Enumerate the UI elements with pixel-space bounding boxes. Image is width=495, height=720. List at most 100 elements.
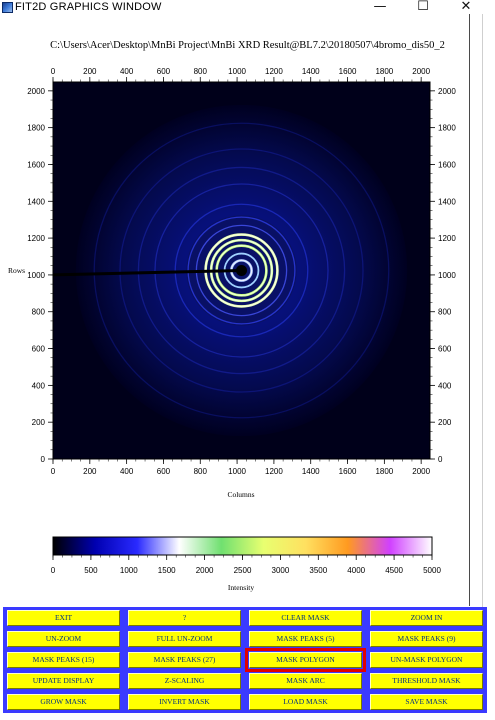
y-tick-label-right: 0	[438, 455, 443, 464]
y-tick-label: 600	[32, 345, 46, 354]
y-tick-label-right: 1200	[438, 234, 456, 243]
x-tick-label-top: 1000	[228, 67, 246, 76]
x-tick-label: 1000	[228, 467, 246, 476]
x-tick-label-top: 1400	[302, 67, 320, 76]
x-tick-label-top: 1600	[339, 67, 357, 76]
colorbar-tick-label: 4500	[385, 566, 403, 575]
x-tick-label: 2000	[412, 467, 430, 476]
y-tick-label-right: 400	[438, 381, 452, 390]
window-edge-outer	[482, 14, 483, 706]
x-tick-label-top: 200	[83, 67, 97, 76]
full-un-zoom-button[interactable]: FULL UN-ZOOM	[128, 631, 241, 647]
colorbar-tick-label: 2500	[234, 566, 252, 575]
x-tick-label: 1400	[302, 467, 320, 476]
diffraction-ring	[137, 166, 346, 375]
load-mask-button[interactable]: LOAD MASK	[249, 694, 362, 710]
update-display-button[interactable]: UPDATE DISPLAY	[7, 673, 120, 689]
y-tick-label: 0	[41, 455, 46, 464]
x-tick-label-top: 2000	[412, 67, 430, 76]
y-tick-label-right: 1600	[438, 160, 456, 169]
minimize-button[interactable]: —	[373, 0, 387, 14]
x-tick-label-top: 400	[120, 67, 134, 76]
colorbar-tick-label: 3000	[272, 566, 290, 575]
x-tick-label: 200	[83, 467, 97, 476]
diffraction-image-plot[interactable]: 0020020040040060060080080010001000120012…	[0, 60, 470, 510]
window-title: FIT2D GRAPHICS WINDOW	[15, 1, 162, 13]
y-tick-label-right: 600	[438, 345, 452, 354]
y-tick-label-right: 1400	[438, 197, 456, 206]
y-tick-label: 1000	[27, 271, 45, 280]
mask-peaks-15-button[interactable]: MASK PEAKS (15)	[7, 652, 120, 668]
y-tick-label: 1600	[27, 160, 45, 169]
x-tick-label: 1600	[339, 467, 357, 476]
z-scaling-button[interactable]: Z-SCALING	[128, 673, 241, 689]
x-tick-label-top: 1200	[265, 67, 283, 76]
x-tick-label: 1800	[375, 467, 393, 476]
grow-mask-button[interactable]: GROW MASK	[7, 694, 120, 710]
diffraction-ring	[93, 122, 390, 419]
y-tick-label-right: 1000	[438, 271, 456, 280]
y-axis-title: Rows	[8, 266, 25, 275]
mask-peaks-5-button[interactable]: MASK PEAKS (5)	[249, 631, 362, 647]
window-edge	[469, 14, 470, 606]
window-title-bar: FIT2D GRAPHICS WINDOW — ☐ ✕	[0, 0, 495, 14]
command-button-panel: EXIT? CLEAR MASK ZOOM IN UN-ZOOM FULL UN-ZOO…	[3, 607, 487, 713]
x-tick-label: 800	[194, 467, 208, 476]
y-tick-label: 400	[32, 381, 46, 390]
x-tick-label-top: 600	[157, 67, 171, 76]
y-tick-label: 200	[32, 418, 46, 427]
mask-polygon-button[interactable]: MASK POLYGON	[245, 648, 366, 672]
y-tick-label-right: 800	[438, 308, 452, 317]
diffraction-ring	[154, 183, 329, 358]
maximize-button[interactable]: ☐	[417, 0, 429, 14]
detector-image	[53, 104, 408, 437]
mask-peaks-9-button[interactable]: MASK PEAKS (9)	[370, 631, 483, 647]
x-tick-label-top: 1800	[375, 67, 393, 76]
colorbar-tick-label: 2000	[196, 566, 214, 575]
beamstop	[235, 264, 248, 277]
x-tick-label-top: 800	[194, 67, 208, 76]
close-button[interactable]: ✕	[460, 0, 472, 14]
mask-peaks-27-button[interactable]: MASK PEAKS (27)	[128, 652, 241, 668]
x-tick-label-top: 0	[51, 67, 56, 76]
colorbar-tick-label: 3500	[309, 566, 327, 575]
diffraction-ring	[174, 203, 309, 338]
y-tick-label: 800	[32, 308, 46, 317]
mask-arc-button[interactable]: MASK ARC	[249, 673, 362, 689]
exit-button[interactable]: EXIT	[7, 610, 120, 626]
diffraction-ring	[119, 148, 364, 393]
y-tick-label-right: 2000	[438, 87, 456, 96]
file-path: C:\Users\Acer\Desktop\MnBi Project\MnBi …	[50, 40, 445, 51]
colorbar-tick-label: 0	[51, 566, 56, 575]
beamstop-arm	[53, 269, 242, 277]
colorbar-tick-label: 1500	[158, 566, 176, 575]
colorbar-axis: 0 500 1000 1500 2000 2500 3000 3500 4000 4500 5000	[51, 555, 441, 575]
y-tick-label-right: 200	[438, 418, 452, 427]
colorbar-tick-label: 1000	[120, 566, 138, 575]
plot-axes: 0020020040040060060080080010001000120012…	[27, 67, 456, 476]
save-mask-button[interactable]: SAVE MASK	[370, 694, 483, 710]
y-tick-label: 1400	[27, 197, 45, 206]
threshold-mask-button[interactable]: THRESHOLD MASK	[370, 673, 483, 689]
colorbar-tick-label: 4000	[347, 566, 365, 575]
colorbar-gradient	[52, 536, 433, 556]
y-tick-label: 1800	[27, 124, 45, 133]
help-button[interactable]: ?	[128, 610, 241, 626]
x-tick-label: 0	[51, 467, 56, 476]
x-tick-label: 1200	[265, 467, 283, 476]
colorbar-tick-label: 5000	[423, 566, 441, 575]
un-zoom-button[interactable]: UN-ZOOM	[7, 631, 120, 647]
invert-mask-button[interactable]: INVERT MASK	[128, 694, 241, 710]
plot-frame	[52, 81, 431, 460]
x-tick-label: 400	[120, 467, 134, 476]
x-tick-label: 600	[157, 467, 171, 476]
clear-mask-button[interactable]: CLEAR MASK	[249, 610, 362, 626]
fit2d-app-icon	[2, 2, 13, 13]
window-bottom-edge	[0, 713, 495, 720]
y-tick-label-right: 1800	[438, 124, 456, 133]
y-tick-label: 2000	[27, 87, 45, 96]
zoom-in-button[interactable]: ZOOM IN	[370, 610, 483, 626]
colorbar-title: Intensity	[228, 583, 254, 592]
un-mask-polygon-button[interactable]: UN-MASK POLYGON	[370, 652, 483, 668]
y-tick-label: 1200	[27, 234, 45, 243]
